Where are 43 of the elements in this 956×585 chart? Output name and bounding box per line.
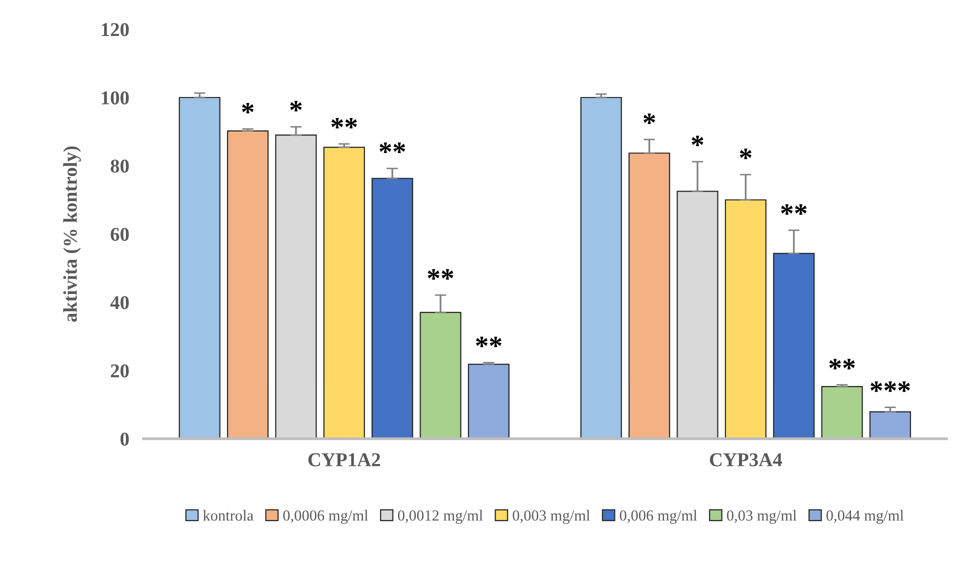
bar xyxy=(420,312,462,439)
bar xyxy=(676,190,718,439)
data-label: *** xyxy=(870,381,910,392)
legend-label: 0,006 mg/ml xyxy=(620,510,698,524)
legend-label: 0,03 mg/ml xyxy=(726,510,797,524)
bar xyxy=(372,178,414,439)
y-tick-label: 40 xyxy=(110,296,129,310)
legend-label: 0,0006 mg/ml xyxy=(283,510,368,524)
legend-label: kontrola xyxy=(202,510,254,521)
x-tick-label: CYP1A2 xyxy=(308,453,380,466)
bar xyxy=(275,134,317,439)
data-label: ** xyxy=(428,269,454,280)
y-tick-label: 60 xyxy=(110,228,129,241)
bar xyxy=(773,252,815,439)
bar xyxy=(468,364,510,439)
data-label: * xyxy=(290,100,302,112)
data-label: ** xyxy=(476,336,502,348)
bar xyxy=(628,152,670,439)
data-label: ** xyxy=(380,142,406,154)
legend-label: 0,0012 mg/ml xyxy=(398,510,483,524)
y-axis-title: aktivita (% kontroly) xyxy=(63,146,81,322)
y-tick-label: 80 xyxy=(110,160,129,173)
legend-label: 0,003 mg/ml xyxy=(512,510,590,524)
bar xyxy=(227,130,269,439)
data-label: * xyxy=(692,136,704,146)
data-label: ** xyxy=(829,358,855,370)
y-tick-label: 120 xyxy=(102,23,129,36)
data-label: ** xyxy=(781,204,807,215)
y-tick-label: 0 xyxy=(120,432,129,446)
x-tick-label: CYP3A4 xyxy=(710,453,782,466)
data-label: ** xyxy=(331,118,357,128)
data-label: * xyxy=(644,114,656,124)
bar xyxy=(323,146,365,439)
y-tick-label: 100 xyxy=(102,91,129,104)
bar xyxy=(724,199,766,439)
legend-label: 0,044 mg/ml xyxy=(826,510,904,524)
bar xyxy=(580,96,622,439)
data-label: * xyxy=(740,148,752,160)
bar xyxy=(821,386,863,439)
bar xyxy=(869,411,912,439)
bar xyxy=(178,96,220,439)
y-tick-label: 20 xyxy=(110,364,129,378)
data-label: * xyxy=(242,102,254,114)
